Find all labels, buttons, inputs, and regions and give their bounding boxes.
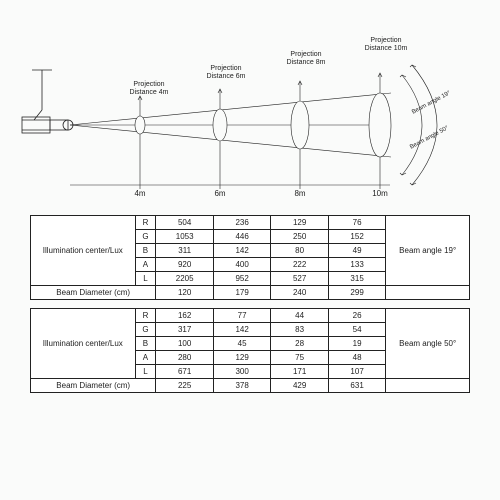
channel-cell: L	[135, 365, 156, 379]
value-cell: 631	[328, 379, 385, 393]
value-cell: 48	[328, 351, 385, 365]
value-cell: 26	[328, 309, 385, 323]
channel-cell: L	[135, 272, 156, 286]
value-cell: 83	[271, 323, 328, 337]
projection-distance-label: ProjectionDistance 10m	[362, 37, 410, 54]
row-header-illumination: Illumination center/Lux	[31, 216, 136, 286]
distance-label: 6m	[208, 189, 232, 198]
value-cell: 100	[156, 337, 213, 351]
value-cell: 429	[271, 379, 328, 393]
value-cell: 446	[213, 230, 270, 244]
row-header-beam-diameter: Beam Diameter (cm)	[31, 286, 156, 300]
value-cell: 162	[156, 309, 213, 323]
value-cell: 504	[156, 216, 213, 230]
beam-angle-arcs	[400, 65, 437, 185]
value-cell: 152	[328, 230, 385, 244]
channel-cell: A	[135, 258, 156, 272]
empty-cell	[386, 379, 470, 393]
value-cell: 299	[328, 286, 385, 300]
illumination-table: Illumination center/LuxR50423612976Beam …	[30, 215, 470, 300]
value-cell: 315	[328, 272, 385, 286]
distance-markers	[135, 73, 391, 189]
channel-cell: G	[135, 230, 156, 244]
value-cell: 77	[213, 309, 270, 323]
value-cell: 311	[156, 244, 213, 258]
value-cell: 920	[156, 258, 213, 272]
value-cell: 75	[271, 351, 328, 365]
value-cell: 222	[271, 258, 328, 272]
value-cell: 179	[213, 286, 270, 300]
projection-diagram: ProjectionDistance 4m ProjectionDistance …	[10, 15, 490, 205]
value-cell: 45	[213, 337, 270, 351]
distance-label: 4m	[128, 189, 152, 198]
beam-cone	[70, 93, 391, 157]
table-row: Beam Diameter (cm)225378429631	[31, 379, 470, 393]
value-cell: 107	[328, 365, 385, 379]
value-cell: 120	[156, 286, 213, 300]
value-cell: 76	[328, 216, 385, 230]
distance-label: 10m	[368, 189, 392, 198]
value-cell: 19	[328, 337, 385, 351]
projection-distance-label: ProjectionDistance 8m	[282, 51, 330, 68]
value-cell: 1053	[156, 230, 213, 244]
value-cell: 171	[271, 365, 328, 379]
value-cell: 142	[213, 323, 270, 337]
value-cell: 671	[156, 365, 213, 379]
table-row: Beam Diameter (cm)120179240299	[31, 286, 470, 300]
beam-angle-cell: Beam angle 19°	[386, 216, 470, 286]
value-cell: 133	[328, 258, 385, 272]
value-cell: 317	[156, 323, 213, 337]
value-cell: 236	[213, 216, 270, 230]
value-cell: 129	[213, 351, 270, 365]
value-cell: 240	[271, 286, 328, 300]
value-cell: 280	[156, 351, 213, 365]
channel-cell: G	[135, 323, 156, 337]
channel-cell: R	[135, 309, 156, 323]
table-row: Illumination center/LuxR162774426Beam an…	[31, 309, 470, 323]
beam-angle-cell: Beam angle 50°	[386, 309, 470, 379]
value-cell: 952	[213, 272, 270, 286]
illumination-table: Illumination center/LuxR162774426Beam an…	[30, 308, 470, 393]
row-header-illumination: Illumination center/Lux	[31, 309, 136, 379]
value-cell: 400	[213, 258, 270, 272]
projector-icon	[22, 70, 73, 133]
channel-cell: B	[135, 337, 156, 351]
projection-distance-label: ProjectionDistance 4m	[125, 81, 173, 98]
value-cell: 300	[213, 365, 270, 379]
value-cell: 225	[156, 379, 213, 393]
channel-cell: R	[135, 216, 156, 230]
value-cell: 378	[213, 379, 270, 393]
value-cell: 80	[271, 244, 328, 258]
value-cell: 129	[271, 216, 328, 230]
empty-cell	[386, 286, 470, 300]
projection-distance-label: ProjectionDistance 6m	[202, 65, 250, 82]
value-cell: 28	[271, 337, 328, 351]
channel-cell: A	[135, 351, 156, 365]
value-cell: 44	[271, 309, 328, 323]
value-cell: 142	[213, 244, 270, 258]
channel-cell: B	[135, 244, 156, 258]
table-row: Illumination center/LuxR50423612976Beam …	[31, 216, 470, 230]
value-cell: 250	[271, 230, 328, 244]
distance-label: 8m	[288, 189, 312, 198]
row-header-beam-diameter: Beam Diameter (cm)	[31, 379, 156, 393]
value-cell: 54	[328, 323, 385, 337]
value-cell: 2205	[156, 272, 213, 286]
value-cell: 49	[328, 244, 385, 258]
value-cell: 527	[271, 272, 328, 286]
